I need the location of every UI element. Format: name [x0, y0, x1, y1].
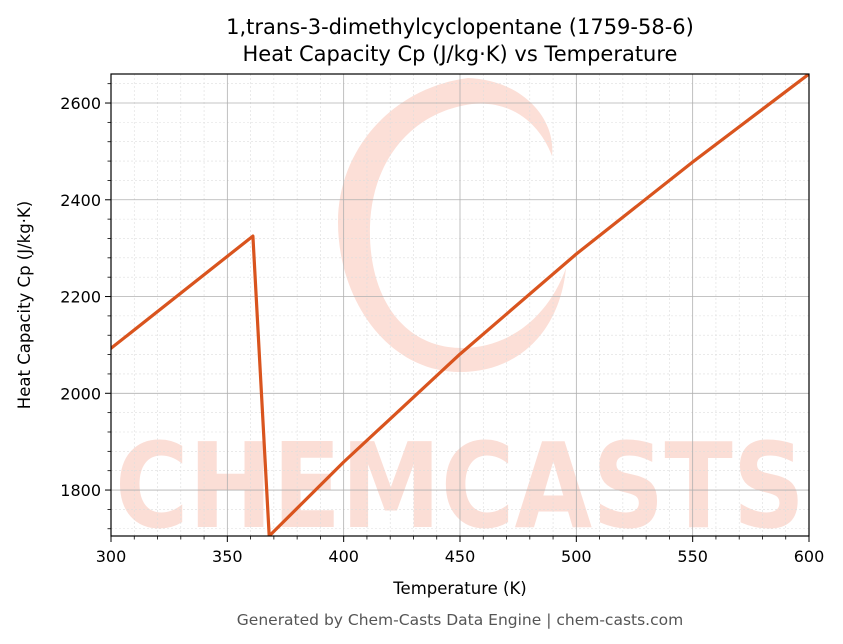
y-tick-label: 2400 [60, 191, 101, 210]
y-axis-label: Heat Capacity Cp (J/kg·K) [15, 201, 34, 409]
x-tick-label: 500 [561, 547, 592, 566]
x-axis-label: Temperature (K) [392, 579, 526, 598]
y-tick-label: 2200 [60, 288, 101, 307]
y-tick-label: 2000 [60, 384, 101, 403]
chart-title-line-1: 1,trans-3-dimethylcyclopentane (1759-58-… [226, 15, 694, 39]
series-layer [111, 74, 809, 536]
axis-ticks [105, 83, 810, 542]
y-tick-label: 1800 [60, 481, 101, 500]
x-tick-label: 450 [445, 547, 476, 566]
x-tick-label: 300 [96, 547, 127, 566]
x-tick-label: 550 [677, 547, 708, 566]
axis-tick-labels: 300 350 400 450 500 550 600 1800 2000 2200 2400 260… [60, 94, 824, 566]
footer-credit: Generated by Chem-Casts Data Engine | ch… [237, 611, 683, 629]
series-line-heat-capacity [111, 74, 809, 536]
x-tick-label: 600 [794, 547, 825, 566]
y-tick-label: 2600 [60, 94, 101, 113]
x-tick-label: 350 [212, 547, 243, 566]
x-tick-label: 400 [328, 547, 359, 566]
chart-title-line-2: Heat Capacity Cp (J/kg·K) vs Temperature [243, 42, 678, 66]
